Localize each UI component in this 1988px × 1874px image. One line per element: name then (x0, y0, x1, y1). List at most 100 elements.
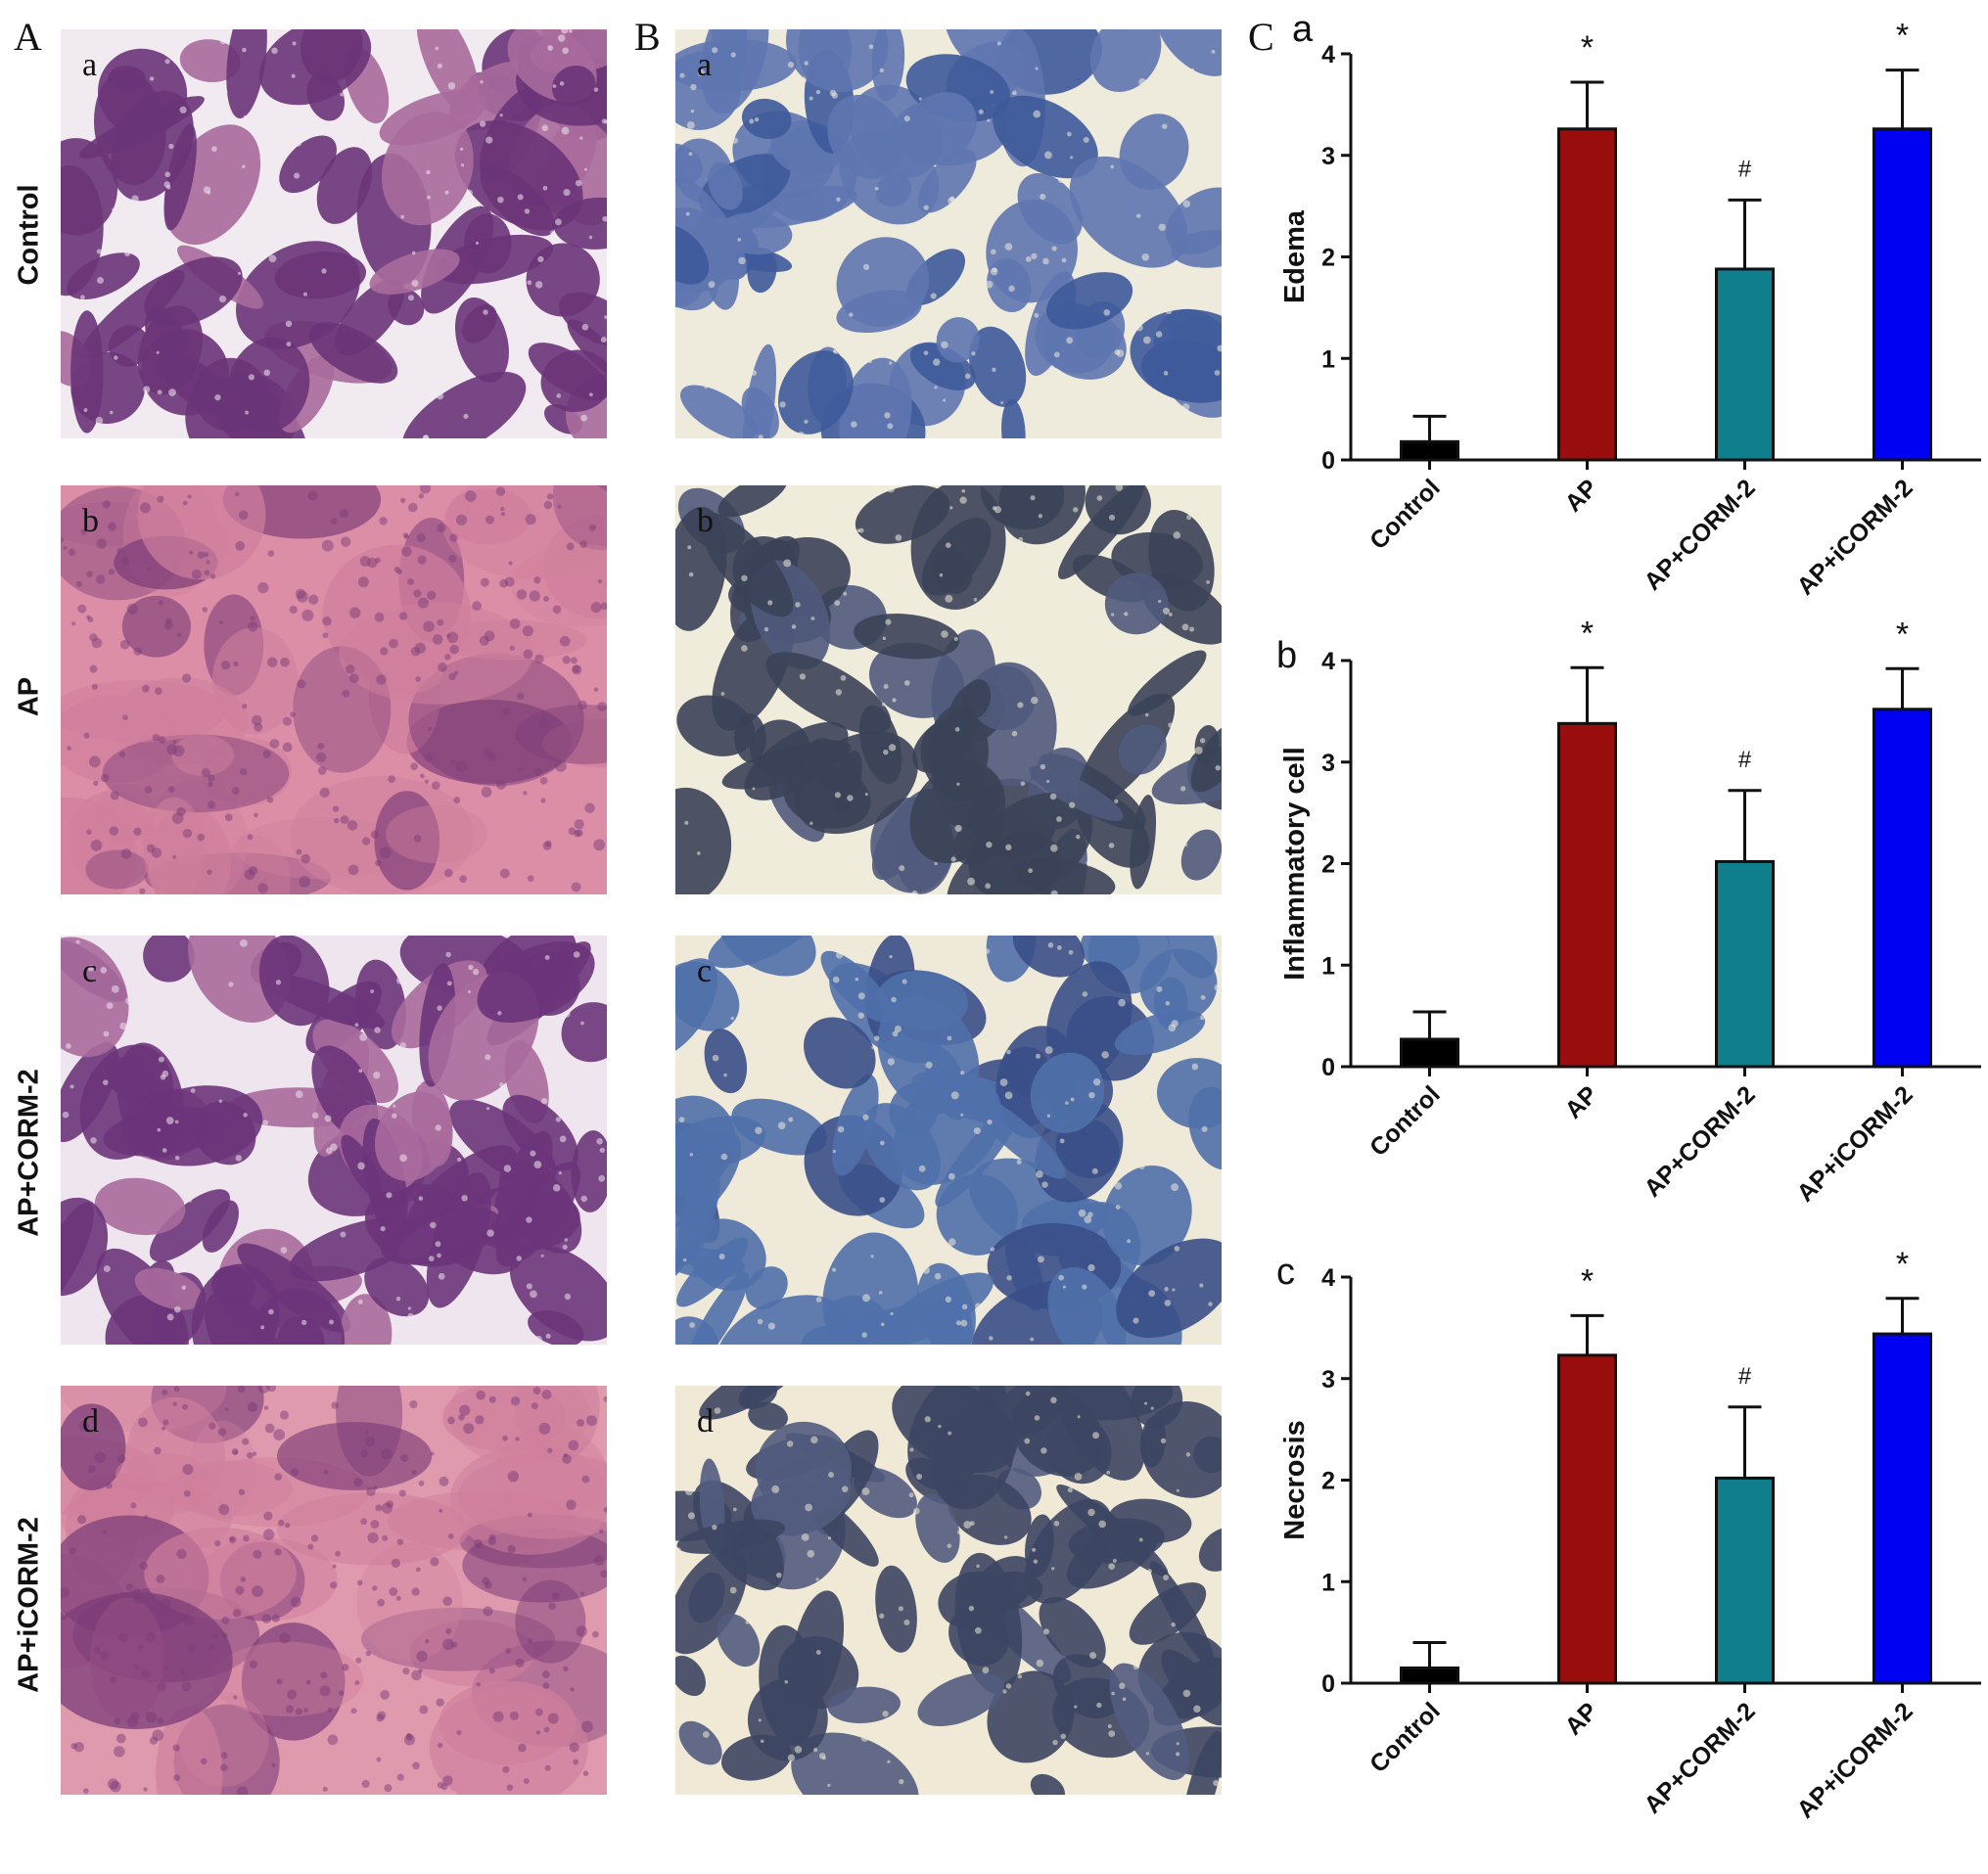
cell-nucleus (449, 644, 459, 655)
cell-nucleus (566, 542, 575, 551)
cell-detail (540, 1254, 544, 1257)
cell-detail (575, 179, 582, 187)
cell-detail (357, 1162, 365, 1170)
cell-nucleus (172, 745, 185, 757)
cell-nucleus (389, 1587, 398, 1596)
cell-nucleus (593, 687, 599, 692)
cell-nucleus (576, 1625, 587, 1637)
cell-detail (485, 136, 493, 144)
cell-detail (437, 63, 442, 69)
cell-detail (1074, 1473, 1083, 1481)
tissue-region (210, 1641, 364, 1717)
chart-bar-b-0 (1400, 1037, 1459, 1069)
cell-detail (675, 670, 680, 676)
cell-detail (978, 109, 984, 114)
cell-detail (241, 164, 246, 168)
cell-detail (1031, 252, 1038, 259)
cell-detail (564, 1293, 572, 1301)
cell-detail (235, 1155, 243, 1162)
cell-nucleus (105, 1482, 113, 1489)
cell-detail (62, 304, 67, 308)
cell-detail (885, 618, 892, 625)
cell-nucleus (114, 1717, 121, 1725)
cell-nucleus (173, 1386, 180, 1393)
cell-detail (214, 1257, 219, 1261)
cell-detail (1086, 859, 1093, 867)
cell-detail (1005, 640, 1010, 645)
chart-bar-a-0 (1400, 439, 1459, 462)
cell-nucleus (379, 846, 392, 859)
chart-significance-marker: * (1581, 1262, 1594, 1300)
acinar-lobule (179, 39, 241, 83)
cell-detail (679, 72, 685, 78)
cell-nucleus (107, 1778, 119, 1790)
cell-detail (794, 1211, 803, 1220)
chart-y-axis-label-a: Edema (1279, 209, 1311, 303)
cell-detail (883, 684, 889, 689)
cell-detail (1084, 1215, 1092, 1224)
cell-detail (687, 545, 692, 550)
panel-label-c: C (1248, 15, 1274, 59)
cell-detail (847, 1222, 853, 1228)
acinar-lobule (738, 1386, 777, 1409)
cell-detail (252, 114, 255, 117)
acinar-lobule (1104, 572, 1169, 635)
cell-nucleus (339, 1690, 345, 1696)
cell-detail (787, 1754, 796, 1761)
cell-detail (741, 574, 748, 582)
cell-detail (809, 513, 813, 518)
cell-nucleus (562, 656, 571, 664)
cell-detail (948, 1431, 952, 1436)
cell-nucleus (207, 869, 212, 875)
ihc-micrograph-control-image (675, 29, 1222, 438)
cell-detail (985, 1026, 993, 1033)
cell-detail (563, 189, 571, 197)
cell-nucleus (172, 1744, 180, 1752)
cell-detail (1138, 1537, 1143, 1542)
cell-detail (945, 1766, 950, 1772)
cell-detail (915, 1666, 924, 1674)
cell-detail (1056, 816, 1062, 822)
acinar-lobule (1102, 1165, 1192, 1266)
acinar-lobule (699, 512, 794, 617)
cell-nucleus (191, 569, 202, 579)
cell-nucleus (332, 805, 340, 812)
cell-detail (791, 624, 797, 629)
cell-detail (555, 218, 562, 226)
cell-detail (1044, 1046, 1053, 1055)
cell-nucleus (600, 1570, 607, 1578)
cell-detail (295, 1090, 303, 1099)
cell-nucleus (319, 1685, 331, 1697)
cell-nucleus (162, 1389, 168, 1395)
cell-nucleus (505, 1647, 512, 1654)
cell-detail (730, 1016, 734, 1021)
cell-nucleus (307, 490, 318, 501)
cell-detail (858, 1387, 863, 1391)
acinar-lobule (875, 1565, 917, 1653)
cell-nucleus (415, 676, 421, 682)
cell-detail (963, 964, 969, 969)
cell-detail (710, 616, 717, 623)
cell-nucleus (248, 865, 258, 876)
cell-detail (949, 196, 955, 203)
cell-detail (1123, 1580, 1128, 1584)
cell-detail (834, 792, 841, 799)
cell-nucleus (355, 1657, 362, 1664)
cell-detail (1017, 585, 1022, 590)
cell-nucleus (322, 616, 332, 626)
cell-detail (237, 271, 241, 275)
cell-detail (600, 337, 607, 343)
cell-detail (1135, 324, 1143, 332)
cell-detail (294, 172, 301, 179)
acinar-lobule (717, 936, 816, 977)
cell-nucleus (448, 672, 456, 681)
cell-nucleus (120, 848, 132, 859)
cell-nucleus (114, 1746, 125, 1758)
cell-nucleus (509, 645, 515, 651)
panel-label-b: B (634, 15, 661, 59)
cell-nucleus (246, 1451, 254, 1459)
acinar-lobule (717, 1614, 761, 1668)
cell-nucleus (518, 766, 524, 772)
cell-detail (329, 1319, 334, 1325)
cell-detail (435, 1124, 441, 1131)
